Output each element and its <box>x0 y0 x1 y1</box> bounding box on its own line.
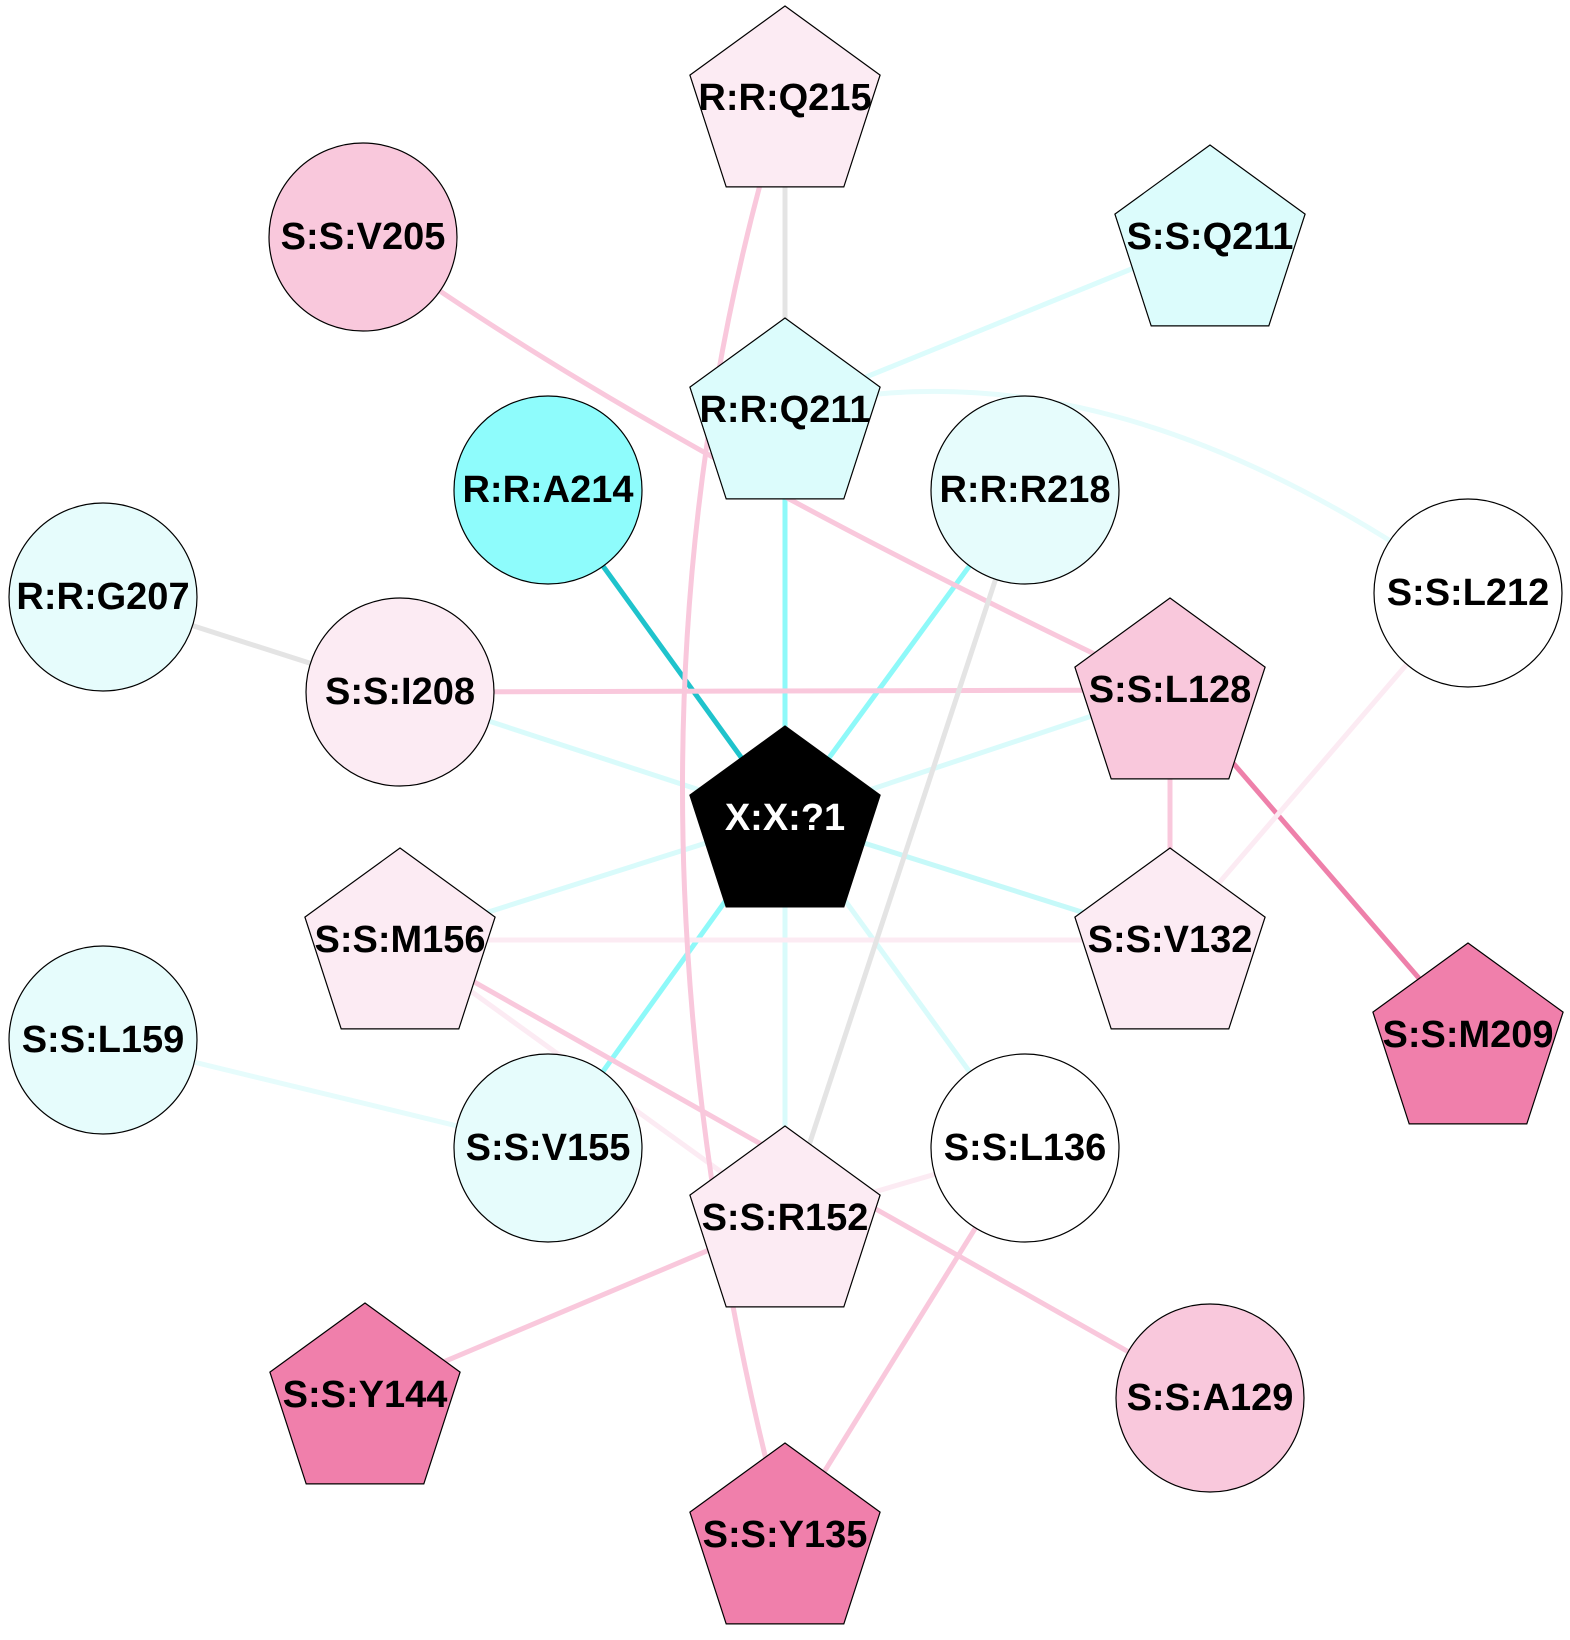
node-layer: R:R:Q215 S:S:V205 S:S:Q211 R:R:Q211 R:R:A214… <box>8 5 1564 1625</box>
node-pentagon <box>1114 144 1306 327</box>
node-pentagon <box>1372 942 1564 1125</box>
node-label: S:S:L159 <box>22 1019 185 1061</box>
node-label: R:R:A214 <box>462 469 633 511</box>
node-label: S:S:Q211 <box>1127 216 1294 258</box>
node-label: S:S:V205 <box>281 216 446 258</box>
node-sy135: S:S:Y135 <box>689 1442 881 1625</box>
node-sq211: S:S:Q211 <box>1114 144 1306 327</box>
node-label: S:S:I208 <box>325 671 475 713</box>
node-circle <box>930 1053 1120 1243</box>
node-label: R:R:G207 <box>16 576 189 618</box>
node-label: S:S:Y135 <box>703 1514 868 1556</box>
node-sl212: S:S:L212 <box>1373 498 1563 688</box>
node-label: S:S:M209 <box>1382 1014 1553 1056</box>
node-si208: S:S:I208 <box>305 597 495 787</box>
node-label: R:R:Q211 <box>699 389 870 431</box>
node-sa129: S:S:A129 <box>1115 1303 1305 1493</box>
node-rg207: R:R:G207 <box>8 502 198 692</box>
node-sm209: S:S:M209 <box>1372 942 1564 1125</box>
node-sl136: S:S:L136 <box>930 1053 1120 1243</box>
node-rr218: R:R:R218 <box>930 395 1120 585</box>
node-sr152: S:S:R152 <box>689 1125 881 1308</box>
node-pentagon <box>1074 847 1266 1030</box>
edge-sv205-sl128 <box>361 234 1172 693</box>
node-circle <box>453 1053 643 1243</box>
node-label: S:S:V155 <box>466 1127 631 1169</box>
node-label: S:S:V132 <box>1088 919 1253 961</box>
node-sl159: S:S:L159 <box>8 945 198 1135</box>
node-pentagon <box>689 1125 881 1308</box>
node-circle <box>453 395 643 585</box>
node-ra214: R:R:A214 <box>453 395 643 585</box>
node-label: S:S:Y144 <box>283 1374 448 1416</box>
node-label: S:S:L128 <box>1089 669 1252 711</box>
node-sv132: S:S:V132 <box>1074 847 1266 1030</box>
edge-rq211-sl212 <box>784 388 1470 596</box>
node-pentagon <box>689 725 881 908</box>
node-label: S:S:A129 <box>1127 1377 1294 1419</box>
edge-si208-sl128 <box>399 687 1171 695</box>
node-pentagon <box>689 1442 881 1625</box>
edge-rr218-sr152 <box>782 489 1028 1219</box>
node-pentagon <box>269 1302 461 1485</box>
node-label: S:S:M156 <box>314 919 485 961</box>
node-sv205: S:S:V205 <box>268 142 458 332</box>
node-pentagon <box>304 847 496 1030</box>
node-label: S:S:L212 <box>1387 572 1550 614</box>
node-circle <box>1373 498 1563 688</box>
node-circle <box>305 597 495 787</box>
node-circle <box>8 502 198 692</box>
node-pentagon <box>1074 597 1266 780</box>
node-pentagon <box>689 5 881 188</box>
node-sv155: S:S:V155 <box>453 1053 643 1243</box>
node-circle <box>1115 1303 1305 1493</box>
node-circle <box>268 142 458 332</box>
node-rq215: R:R:Q215 <box>689 5 881 188</box>
node-sl128: S:S:L128 <box>1074 597 1266 780</box>
node-label: S:S:R152 <box>702 1197 869 1239</box>
node-label: R:R:Q215 <box>698 77 871 119</box>
node-label: X:X:?1 <box>725 797 845 839</box>
node-sy144: S:S:Y144 <box>269 1302 461 1485</box>
node-pentagon <box>689 317 881 500</box>
node-sm156: S:S:M156 <box>304 847 496 1030</box>
node-circle <box>8 945 198 1135</box>
node-label: S:S:L136 <box>944 1127 1107 1169</box>
node-circle <box>930 395 1120 585</box>
node-label: R:R:R218 <box>939 469 1110 511</box>
node-rq211: R:R:Q211 <box>689 317 881 500</box>
node-x1: X:X:?1 <box>689 725 881 908</box>
